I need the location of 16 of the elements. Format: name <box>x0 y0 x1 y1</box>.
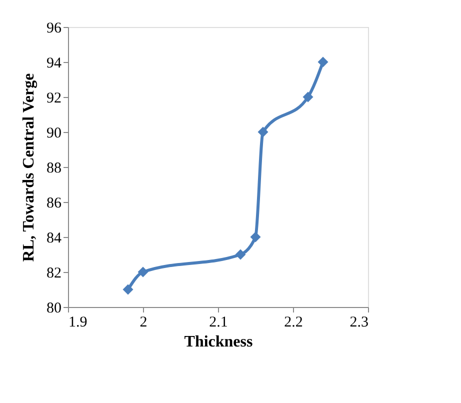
y-tick-label: 96 <box>46 20 62 36</box>
y-tick-label: 94 <box>46 56 62 72</box>
y-tick-label: 80 <box>46 300 62 316</box>
y-tick-label: 86 <box>46 196 62 212</box>
x-tick-label: 1.9 <box>68 314 88 330</box>
x-tick-label: 2 <box>140 314 148 330</box>
x-tick-label: 2.3 <box>350 314 368 330</box>
x-tick-label: 2.2 <box>284 314 303 330</box>
x-axis-title: Thickness <box>184 334 253 350</box>
y-tick-label: 88 <box>46 160 62 176</box>
x-tick-label: 2.1 <box>209 314 228 330</box>
y-axis-title: RL, Towards Central Verge <box>20 73 38 262</box>
y-tick-label: 82 <box>46 266 62 282</box>
y-tick-label: 84 <box>46 230 62 246</box>
y-tick-label: 92 <box>46 90 62 106</box>
y-tick-label: 90 <box>46 126 62 142</box>
